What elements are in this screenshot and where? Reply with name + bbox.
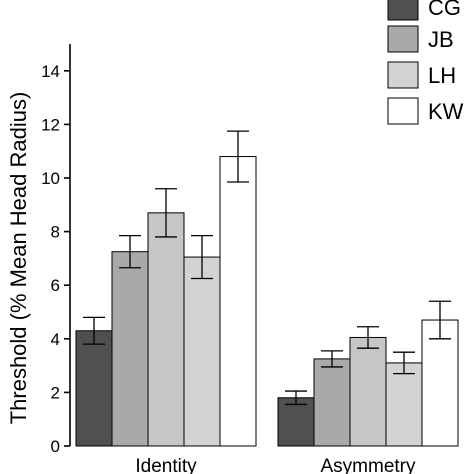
legend-label: KW	[428, 99, 464, 124]
bar	[147, 212, 185, 447]
error-bars	[83, 130, 451, 406]
y-tick-label: 0	[51, 437, 60, 456]
bar	[219, 156, 257, 447]
y-axis: 0 2 4 6 8 10 12 14	[41, 44, 71, 456]
category-labels: Identity Asymmetry	[135, 456, 416, 474]
bars	[75, 156, 459, 447]
legend-label: JB	[428, 27, 454, 52]
y-tick-label: 8	[51, 223, 60, 242]
bar	[313, 358, 351, 447]
y-tick-label: 2	[51, 383, 60, 402]
bar	[421, 319, 459, 447]
y-tick-label: 4	[51, 330, 60, 349]
legend-label: LH	[428, 63, 456, 88]
category-label: Asymmetry	[321, 456, 417, 474]
legend-swatch	[387, 25, 419, 53]
category-label: Identity	[135, 456, 197, 474]
legend-label: CG	[428, 0, 461, 20]
y-tick-label: 12	[41, 115, 60, 134]
y-tick-label: 14	[41, 62, 60, 81]
bar	[111, 251, 149, 447]
legend: CG JB LH KW	[387, 0, 464, 125]
bar	[75, 330, 113, 447]
legend-swatch	[387, 0, 419, 21]
y-axis-title: Threshold (% Mean Head Radius)	[6, 92, 31, 425]
legend-swatch	[387, 61, 419, 89]
y-tick-label: 6	[51, 276, 60, 295]
legend-swatch	[387, 97, 419, 125]
y-tick-label: 10	[41, 169, 60, 188]
bar	[183, 256, 221, 447]
bar	[385, 362, 423, 447]
bar	[349, 336, 387, 447]
